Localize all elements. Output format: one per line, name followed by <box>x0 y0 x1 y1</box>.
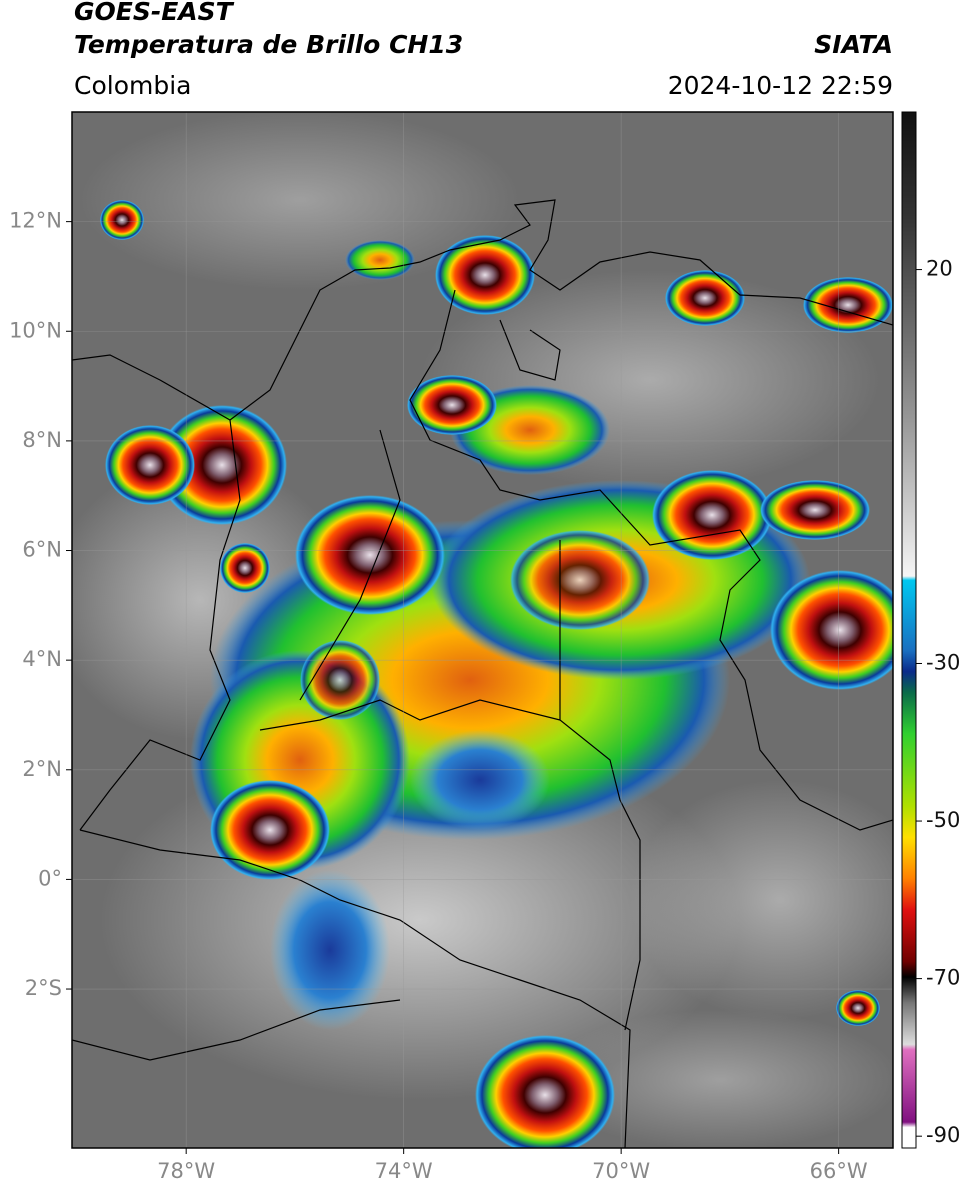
y-tick-label: 6°N <box>22 538 62 562</box>
product: Temperatura de Brillo CH13 <box>74 30 463 59</box>
x-tick-label: 78°W <box>157 1159 215 1183</box>
source: SIATA <box>814 30 893 59</box>
borders <box>72 199 893 1148</box>
colorbar-tick-label: -70 <box>926 966 960 990</box>
y-tick-label: 10°N <box>9 318 62 342</box>
storm <box>407 375 497 435</box>
region: Colombia <box>74 71 191 100</box>
y-tick-label: 2°N <box>22 757 62 781</box>
storm <box>760 480 870 540</box>
storm <box>665 270 745 326</box>
cloud <box>540 1010 893 1148</box>
y-tick-label: 4°N <box>22 647 62 671</box>
colorbar <box>901 111 917 1149</box>
storm <box>475 1035 615 1148</box>
colorbar-tick-label: -50 <box>926 808 960 832</box>
x-tick-label: 66°W <box>810 1159 868 1183</box>
y-tick-label: 12°N <box>9 209 62 233</box>
colorbar-tick-label: -30 <box>926 650 960 674</box>
storm <box>100 200 144 240</box>
storm <box>770 570 893 690</box>
map-frame <box>71 111 894 1149</box>
storm <box>803 277 893 333</box>
y-tick-label: 8°N <box>22 428 62 452</box>
storm <box>295 495 445 615</box>
storm <box>157 405 287 525</box>
storm <box>836 990 880 1026</box>
satellite-image <box>72 112 893 1148</box>
cloud <box>80 112 520 290</box>
y-tick-label: 0° <box>38 866 62 890</box>
cloud-warm <box>345 240 415 280</box>
satellite: GOES-EAST <box>74 0 235 26</box>
cloud-cool <box>410 730 550 830</box>
y-tick-label: 2°S <box>25 976 62 1000</box>
storm <box>510 530 650 630</box>
colorbar-tick-label: 20 <box>926 257 953 281</box>
storm <box>435 235 535 315</box>
cloud <box>630 780 893 1020</box>
cloud-cool <box>270 870 390 1030</box>
colorbar-tick-label: -90 <box>926 1123 960 1147</box>
datetime: 2024-10-12 22:59 <box>668 71 893 100</box>
x-tick-label: 74°W <box>375 1159 433 1183</box>
x-tick-label: 70°W <box>592 1159 650 1183</box>
storm <box>210 780 330 880</box>
storm <box>652 470 772 560</box>
storm <box>105 425 195 505</box>
storm <box>220 543 270 593</box>
